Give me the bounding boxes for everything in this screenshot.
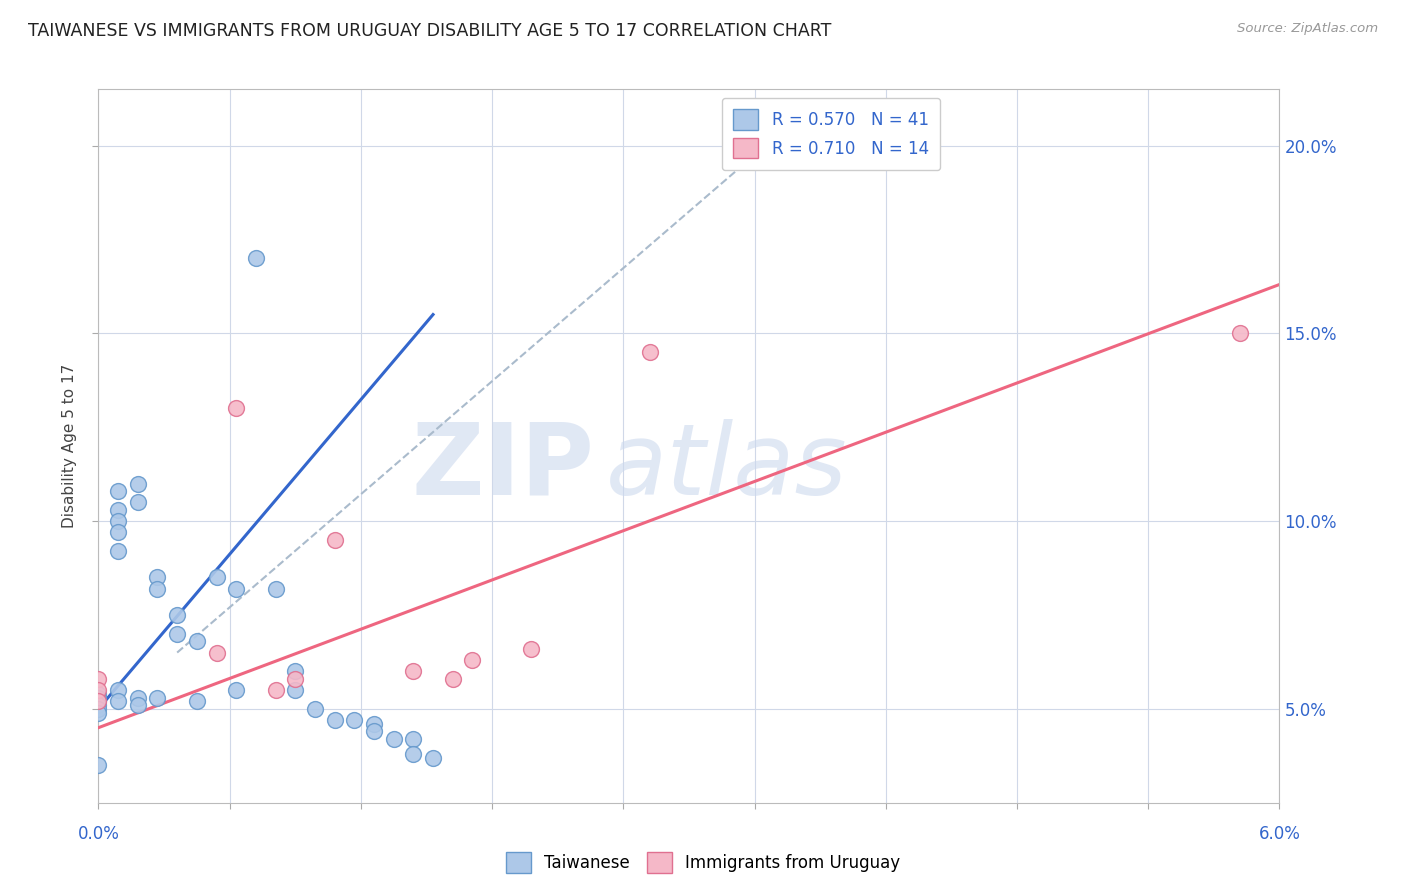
Legend: R = 0.570   N = 41, R = 0.710   N = 14: R = 0.570 N = 41, R = 0.710 N = 14 [721, 97, 941, 169]
Point [166, 627, 188, 641]
Text: TAIWANESE VS IMMIGRANTS FROM URUGUAY DISABILITY AGE 5 TO 17 CORRELATION CHART: TAIWANESE VS IMMIGRANTS FROM URUGUAY DIS… [28, 22, 831, 40]
Text: 6.0%: 6.0% [1258, 825, 1301, 843]
Point [382, 731, 405, 746]
Point [186, 694, 208, 708]
Point [323, 713, 346, 727]
Text: Source: ZipAtlas.com: Source: ZipAtlas.com [1237, 22, 1378, 36]
Point [205, 570, 228, 584]
Point [186, 634, 208, 648]
Point [146, 690, 169, 705]
Point [127, 495, 149, 509]
Point [363, 724, 385, 739]
Point [284, 683, 307, 698]
Point [87, 672, 110, 686]
Point [520, 641, 543, 656]
Point [87, 690, 110, 705]
Point [87, 683, 110, 698]
Text: atlas: atlas [606, 419, 848, 516]
Point [225, 401, 247, 416]
Point [402, 665, 425, 679]
Point [402, 747, 425, 761]
Point [284, 665, 307, 679]
Point [87, 687, 110, 701]
Legend: Taiwanese, Immigrants from Uruguay: Taiwanese, Immigrants from Uruguay [499, 846, 907, 880]
Point [166, 607, 188, 622]
Point [638, 345, 661, 359]
Point [127, 690, 149, 705]
Point [245, 251, 267, 265]
Point [1229, 326, 1251, 341]
Point [441, 672, 464, 686]
Point [127, 698, 149, 713]
Point [146, 582, 169, 596]
Point [107, 544, 129, 558]
Point [264, 683, 287, 698]
Point [87, 694, 110, 708]
Point [402, 731, 425, 746]
Point [284, 672, 307, 686]
Point [107, 683, 129, 698]
Point [304, 702, 326, 716]
Point [107, 514, 129, 528]
Point [323, 533, 346, 547]
Point [205, 646, 228, 660]
Point [107, 503, 129, 517]
Point [264, 582, 287, 596]
Point [87, 706, 110, 720]
Point [87, 702, 110, 716]
Text: 0.0%: 0.0% [77, 825, 120, 843]
Point [127, 476, 149, 491]
Point [107, 525, 129, 540]
Y-axis label: Disability Age 5 to 17: Disability Age 5 to 17 [62, 364, 77, 528]
Point [422, 750, 444, 764]
Point [87, 694, 110, 708]
Point [87, 698, 110, 713]
Point [87, 758, 110, 772]
Point [363, 717, 385, 731]
Text: ZIP: ZIP [412, 419, 595, 516]
Point [107, 484, 129, 499]
Point [225, 683, 247, 698]
Point [107, 694, 129, 708]
Point [461, 653, 484, 667]
Point [225, 582, 247, 596]
Point [343, 713, 366, 727]
Point [146, 570, 169, 584]
